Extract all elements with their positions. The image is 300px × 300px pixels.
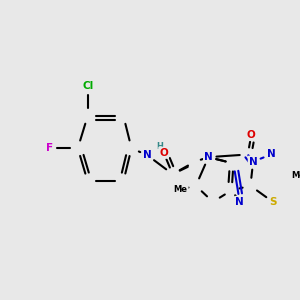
- Text: H: H: [157, 142, 164, 151]
- Text: N: N: [235, 197, 244, 207]
- Text: Me: Me: [291, 170, 300, 179]
- Text: O: O: [247, 130, 256, 140]
- Text: N: N: [143, 150, 152, 161]
- Text: S: S: [269, 197, 277, 207]
- Text: N: N: [249, 157, 257, 166]
- Text: O: O: [159, 148, 168, 158]
- Text: F: F: [46, 143, 53, 153]
- Text: Me: Me: [174, 185, 188, 194]
- Text: N: N: [204, 152, 213, 162]
- Text: Cl: Cl: [82, 82, 93, 92]
- Text: N: N: [267, 149, 275, 160]
